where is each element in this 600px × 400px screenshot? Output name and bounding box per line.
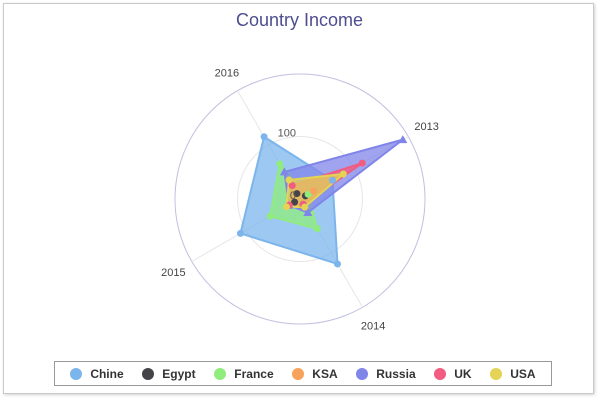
legend-item-russia[interactable]: Russia bbox=[356, 366, 416, 381]
legend-marker bbox=[70, 367, 83, 380]
point-france[interactable] bbox=[276, 160, 284, 168]
legend-item-ksa[interactable]: KSA bbox=[292, 366, 338, 381]
point-usa[interactable] bbox=[285, 176, 293, 184]
point-france[interactable] bbox=[266, 212, 274, 220]
legend-item-chine[interactable]: Chine bbox=[70, 366, 124, 381]
legend-label: France bbox=[234, 366, 274, 381]
legend-marker bbox=[490, 367, 503, 380]
legend-item-egypt[interactable]: Egypt bbox=[142, 366, 196, 381]
legend-marker bbox=[214, 367, 227, 380]
category-label-2016: 2016 bbox=[215, 67, 239, 79]
chart-title: Country Income bbox=[235, 10, 364, 30]
legend-item-france[interactable]: France bbox=[214, 366, 274, 381]
legend-marker bbox=[292, 367, 305, 380]
legend-item-usa[interactable]: USA bbox=[490, 366, 536, 381]
radial-grid-circle bbox=[237, 136, 363, 262]
point-egypt[interactable] bbox=[293, 190, 301, 198]
point-usa[interactable] bbox=[339, 170, 347, 178]
point-france[interactable] bbox=[313, 225, 321, 233]
point-chine[interactable] bbox=[260, 133, 268, 141]
point-egypt[interactable] bbox=[291, 198, 299, 206]
legend-label: KSA bbox=[312, 366, 338, 381]
legend-label: USA bbox=[510, 366, 536, 381]
radial-tick-label: 0 bbox=[290, 190, 296, 202]
radial-tick-label: 100 bbox=[278, 128, 296, 140]
legend-label: Chine bbox=[90, 366, 124, 381]
legend: Chine Egypt France KSA Russia UK USA bbox=[54, 361, 552, 386]
point-russia[interactable] bbox=[279, 167, 289, 176]
category-label-2015: 2015 bbox=[161, 267, 185, 279]
legend-label: Russia bbox=[376, 366, 416, 381]
legend-label: UK bbox=[454, 366, 472, 381]
point-russia[interactable] bbox=[398, 135, 408, 144]
point-france[interactable] bbox=[304, 190, 312, 198]
radar-plot: 2013 2014 2015 2016 0 100 bbox=[161, 67, 439, 332]
point-usa[interactable] bbox=[282, 203, 290, 211]
point-chine[interactable] bbox=[328, 176, 336, 184]
category-label-2013: 2013 bbox=[414, 121, 438, 133]
point-uk[interactable] bbox=[358, 159, 366, 167]
point-ksa[interactable] bbox=[310, 187, 318, 195]
category-label-2014: 2014 bbox=[361, 321, 385, 333]
series-layer bbox=[236, 133, 408, 268]
legend-label: Egypt bbox=[162, 366, 196, 381]
point-usa[interactable] bbox=[301, 203, 309, 211]
legend-marker bbox=[142, 367, 155, 380]
point-chine[interactable] bbox=[236, 229, 244, 237]
axis-labels: 2013 2014 2015 2016 0 100 bbox=[161, 67, 439, 332]
point-russia[interactable] bbox=[303, 208, 313, 217]
legend-marker bbox=[356, 367, 369, 380]
point-chine[interactable] bbox=[334, 260, 341, 268]
point-uk[interactable] bbox=[288, 181, 296, 189]
legend-marker bbox=[434, 367, 447, 380]
chart-container: Country Income 2013 2014 2015 2016 0 100 Chin… bbox=[3, 3, 594, 394]
legend-item-uk[interactable]: UK bbox=[434, 366, 472, 381]
outer-grid-circle bbox=[174, 73, 426, 325]
